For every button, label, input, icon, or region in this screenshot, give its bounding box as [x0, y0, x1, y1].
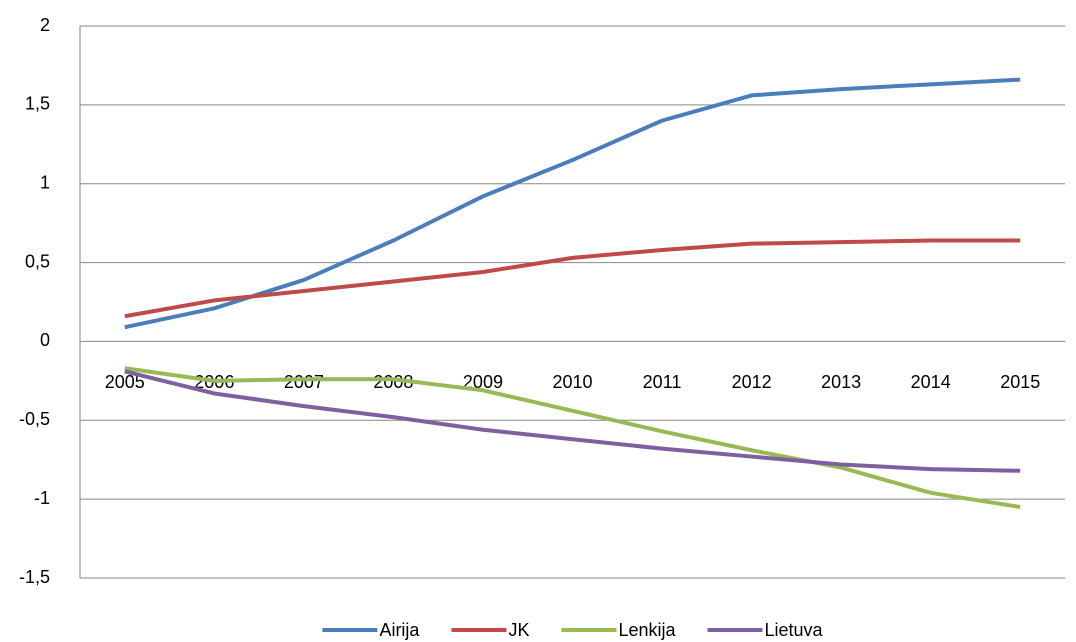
y-tick-label: -0,5 — [19, 409, 50, 429]
data-line — [124, 238, 1021, 319]
y-tick-label: 1 — [40, 172, 50, 192]
x-tick-label: 2014 — [911, 372, 951, 392]
legend-label: JK — [508, 620, 529, 640]
y-tick-label: 2 — [40, 15, 50, 35]
data-line — [124, 77, 1021, 330]
x-tick-label: 2011 — [643, 372, 682, 392]
y-tick-label: -1,5 — [19, 567, 50, 587]
data-line — [124, 369, 1021, 473]
x-tick-label: 2013 — [821, 372, 861, 392]
legend-label: Lietuva — [765, 620, 824, 640]
x-tick-label: 2008 — [373, 372, 413, 392]
y-tick-label: 1,5 — [25, 94, 50, 114]
y-tick-label: 0 — [40, 330, 50, 350]
legend-label: Airija — [379, 620, 420, 640]
x-tick-label: 2012 — [732, 372, 772, 392]
y-tick-label: -1 — [34, 488, 50, 508]
x-tick-label: 2005 — [105, 372, 145, 392]
x-tick-label: 2007 — [284, 372, 324, 392]
x-tick-label: 2010 — [552, 372, 592, 392]
x-tick-label: 2015 — [1000, 372, 1040, 392]
data-line — [124, 366, 1021, 510]
y-tick-label: 0,5 — [25, 251, 50, 271]
legend-label: Lenkija — [618, 620, 676, 640]
